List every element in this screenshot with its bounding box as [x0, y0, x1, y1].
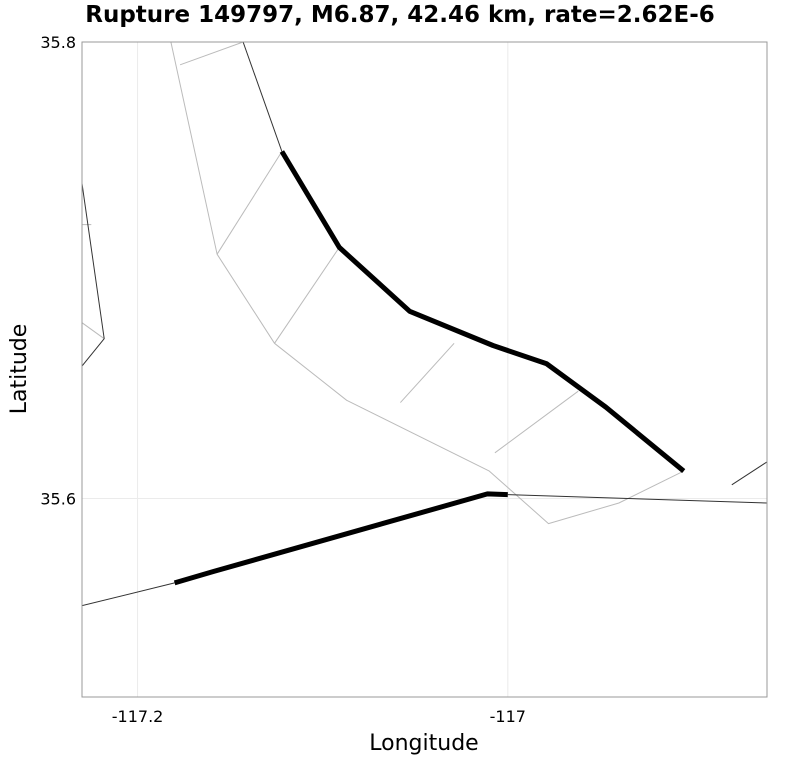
- fault-outline-ticks-3: [400, 342, 455, 403]
- plot-area: -117.2 -117 35.6 35.8: [40, 33, 768, 726]
- fault-trace-south-east: [507, 494, 767, 504]
- fault-outline-ticks-1: [216, 151, 283, 255]
- fault-trace-south-west: [82, 582, 175, 607]
- x-tick-label-1: -117: [490, 707, 526, 726]
- chart-title: Rupture 149797, M6.87, 42.46 km, rate=2.…: [85, 2, 715, 28]
- fault-outline-ticks-0: [179, 42, 244, 66]
- rupture-trace-north: [279, 150, 686, 474]
- y-tick-label-1: 35.8: [40, 33, 76, 52]
- y-tick-label-0: 35.6: [40, 489, 76, 508]
- plot-series-group: [82, 42, 767, 607]
- x-axis-label: Longitude: [369, 731, 478, 756]
- plot-frame: [81, 41, 768, 698]
- y-axis-label: Latitude: [7, 324, 32, 415]
- fault-trace-north-cont: [242, 42, 283, 152]
- fault-outline-ticks-2: [274, 247, 340, 344]
- rupture-trace-south: [173, 491, 508, 586]
- fault-outline-dip: [170, 42, 684, 525]
- fault-trace-east: [731, 461, 767, 486]
- fault-trace-west: [82, 183, 105, 367]
- x-tick-label-0: -117.2: [112, 707, 164, 726]
- fault-outline-ticks-5: [82, 322, 105, 340]
- fault-outline-ticks-4: [494, 390, 579, 454]
